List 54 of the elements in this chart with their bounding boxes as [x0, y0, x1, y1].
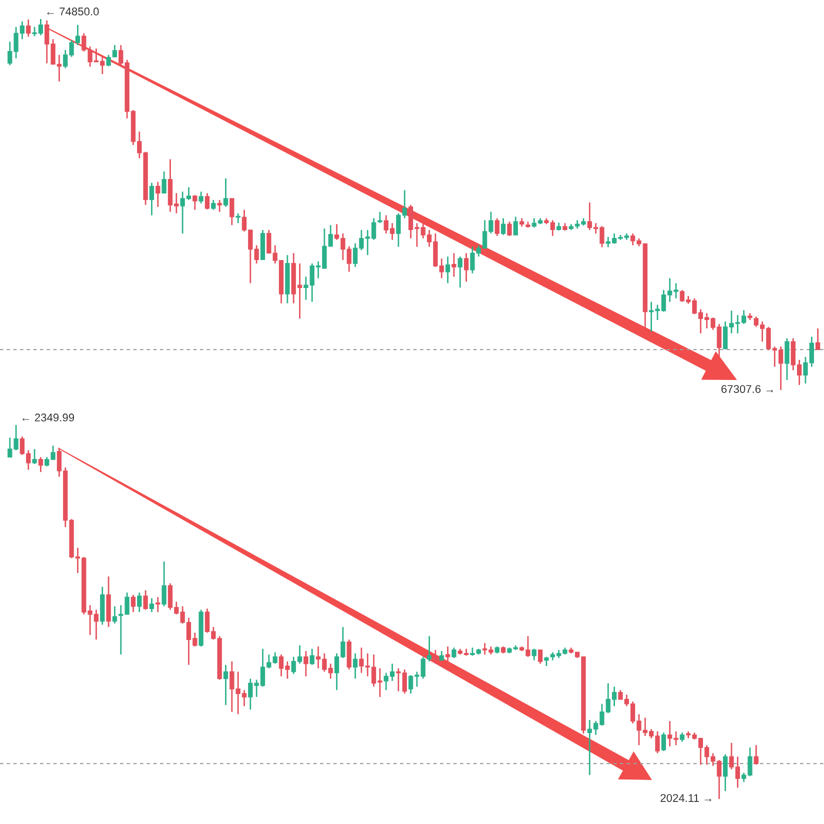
annotation: 2024.11 → — [660, 794, 712, 802]
candlestick — [445, 646, 450, 662]
candlestick — [26, 18, 31, 38]
candlestick — [328, 224, 333, 248]
candlestick — [816, 328, 820, 351]
candlestick — [754, 744, 758, 766]
candlestick — [500, 218, 506, 236]
candlestick — [722, 754, 728, 792]
text: ← 2349.99 — [22, 414, 74, 422]
candlestick — [217, 199, 222, 213]
candlestick — [458, 256, 462, 288]
candlestick — [156, 596, 160, 613]
candlestick — [137, 592, 142, 613]
candlestick — [223, 664, 228, 706]
candlestick — [204, 192, 210, 210]
candlestick — [230, 198, 234, 226]
candlestick — [352, 652, 358, 680]
candlestick — [439, 650, 444, 661]
candlestick — [304, 650, 308, 678]
text: ← 74850.0 — [47, 8, 99, 16]
candlestick — [532, 648, 536, 661]
candlestick — [310, 648, 314, 666]
candlestick — [156, 181, 160, 208]
candlestick — [494, 218, 500, 237]
candlestick — [236, 212, 240, 224]
candlestick — [198, 190, 204, 204]
candlestick — [304, 276, 308, 301]
candlestick — [149, 598, 154, 613]
candlestick — [445, 256, 450, 284]
candlestick — [192, 194, 198, 211]
candlestick — [143, 590, 148, 610]
candlestick — [544, 656, 549, 667]
candlestick — [464, 252, 469, 282]
candlestick — [378, 211, 382, 224]
candlestick — [211, 199, 216, 211]
candlestick — [680, 732, 684, 742]
candlestick — [433, 649, 438, 664]
candlestick — [661, 732, 666, 752]
candlestick — [32, 448, 37, 465]
annotation: 67307.6 → — [721, 385, 774, 393]
candlestick — [538, 649, 543, 664]
candlestick — [452, 646, 456, 659]
candlestick — [130, 594, 136, 613]
candlestick — [162, 170, 166, 194]
candlestick — [149, 182, 154, 216]
candlestick — [328, 663, 333, 680]
candlestick — [452, 252, 456, 278]
candlestick — [507, 220, 512, 237]
candlestick — [162, 560, 166, 608]
candlestick — [223, 178, 228, 208]
candlestick — [513, 216, 518, 236]
candlestick — [112, 606, 118, 624]
candlestick — [784, 338, 790, 381]
candlestick — [38, 456, 44, 473]
